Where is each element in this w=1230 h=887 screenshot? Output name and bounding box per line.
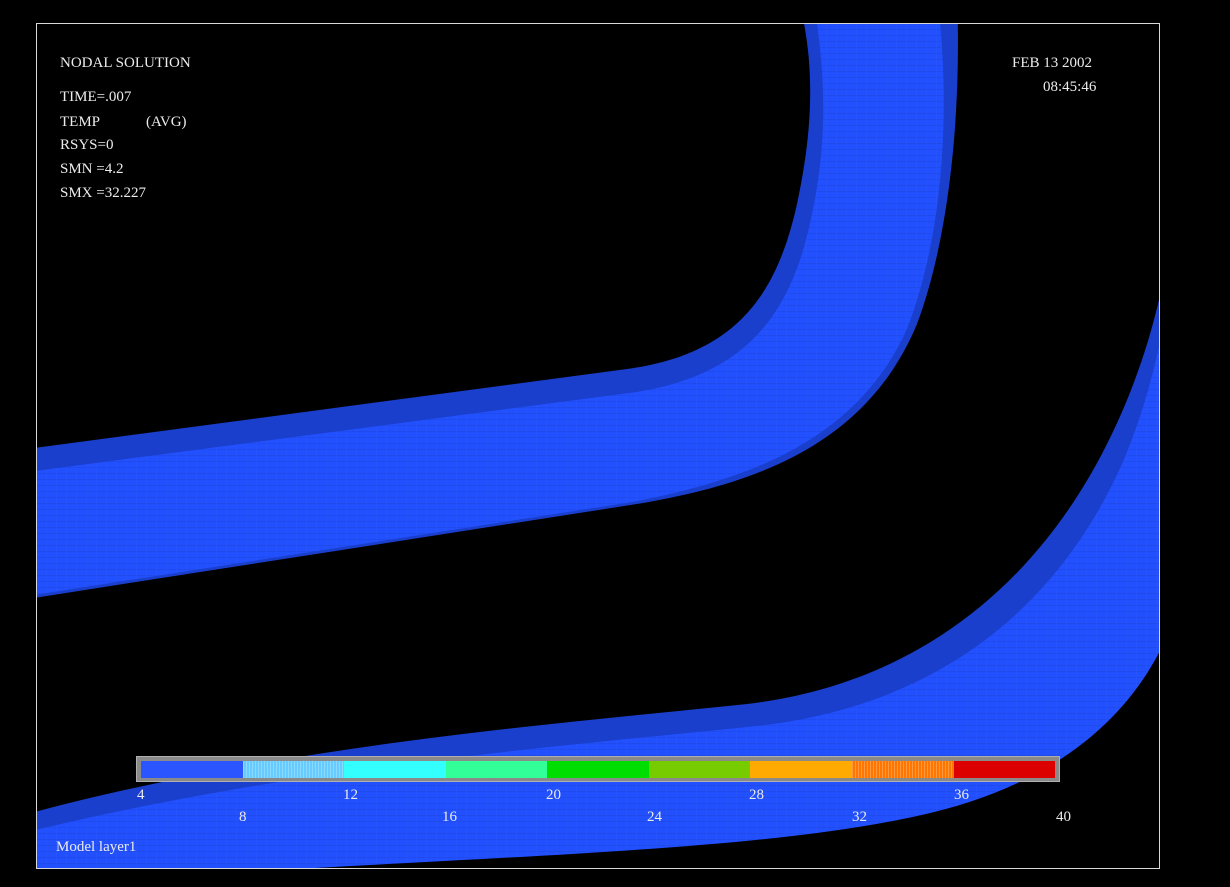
legend-segment-7 xyxy=(750,761,852,778)
legend-tick-4: 4 xyxy=(137,787,145,803)
legend-tick-12: 12 xyxy=(343,787,358,803)
legend-tick-36: 36 xyxy=(954,787,969,803)
legend-tick-20: 20 xyxy=(546,787,561,803)
lower-strip xyxy=(37,346,1159,868)
legend-segment-1 xyxy=(141,761,243,778)
legend-color-bar xyxy=(141,761,1056,778)
model-label: Model layer1 xyxy=(56,839,137,855)
legend-segment-8 xyxy=(851,761,954,778)
legend-segment-3 xyxy=(344,761,446,778)
legend-segment-4 xyxy=(445,761,548,778)
date-readout: FEB 13 2002 xyxy=(1012,55,1093,71)
legend-tick-40: 40 xyxy=(1056,809,1071,825)
mesh-plot xyxy=(37,24,1159,868)
smn-readout: SMN =4.2 xyxy=(60,161,124,177)
time-readout: TIME=.007 xyxy=(60,89,132,105)
legend-tick-24: 24 xyxy=(647,809,662,825)
legend-tick-32: 32 xyxy=(852,809,867,825)
legend-tick-16: 16 xyxy=(442,809,457,825)
smx-readout: SMX =32.227 xyxy=(60,185,146,201)
contour-legend xyxy=(136,756,1060,782)
legend-tick-28: 28 xyxy=(749,787,764,803)
legend-tick-8: 8 xyxy=(239,809,247,825)
legend-segment-9 xyxy=(953,761,1056,778)
legend-segment-2 xyxy=(242,761,345,778)
plot-viewport xyxy=(36,23,1160,869)
legend-segment-5 xyxy=(547,761,649,778)
temp-label: TEMP xyxy=(60,114,101,130)
time-of-day-readout: 08:45:46 xyxy=(1043,79,1097,95)
temp-avg-label: (AVG) xyxy=(146,114,187,130)
plot-title: NODAL SOLUTION xyxy=(60,55,191,71)
upper-strip xyxy=(37,24,944,595)
rsys-readout: RSYS=0 xyxy=(60,137,114,153)
legend-segment-6 xyxy=(648,761,751,778)
